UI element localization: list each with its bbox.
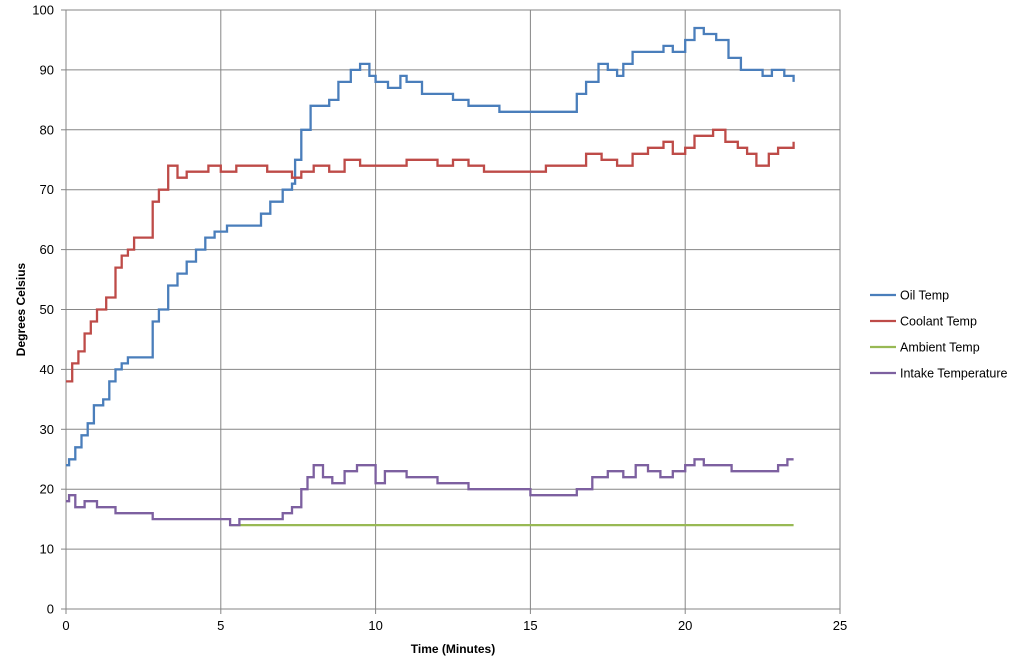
x-tick-label: 15	[523, 618, 537, 633]
y-tick-label: 70	[40, 182, 54, 197]
series-lines	[66, 26, 795, 527]
y-axis-title: Degrees Celsius	[14, 262, 28, 356]
series-line-coolant-temp	[66, 128, 795, 383]
y-tick-label: 40	[40, 362, 54, 377]
y-tick-label: 100	[32, 3, 54, 18]
x-tick-label: 20	[678, 618, 692, 633]
legend-label-oil-temp: Oil Temp	[900, 289, 949, 303]
x-axis-title: Time (Minutes)	[411, 642, 495, 656]
tick-labels: 0 10 20 30 40 50 60 70 80 90 100 0 5 10 15 20 25	[32, 3, 847, 634]
legend-label-coolant-temp: Coolant Temp	[900, 315, 977, 329]
series-line-oil-temp	[66, 26, 795, 467]
legend-label-ambient-temp: Ambient Temp	[900, 341, 980, 355]
y-tick-label: 10	[40, 542, 54, 557]
y-tick-label: 50	[40, 302, 54, 317]
x-tick-label: 25	[833, 618, 847, 633]
axes	[61, 9, 841, 614]
y-tick-label: 20	[40, 482, 54, 497]
y-tick-label: 80	[40, 122, 54, 137]
y-tick-label: 60	[40, 242, 54, 257]
x-tick-label: 5	[217, 618, 224, 633]
y-tick-label: 30	[40, 422, 54, 437]
x-tick-label: 0	[62, 618, 69, 633]
y-tick-label: 0	[47, 602, 54, 617]
series-line-intake-temperature	[66, 458, 794, 527]
x-tick-label: 10	[368, 618, 382, 633]
plot-area-frame	[65, 9, 841, 610]
legend-label-intake-temperature: Intake Temperature	[900, 367, 1008, 381]
legend: Oil Temp Coolant Temp Ambient Temp Intake T…	[870, 289, 1008, 381]
y-tick-label: 90	[40, 62, 54, 77]
